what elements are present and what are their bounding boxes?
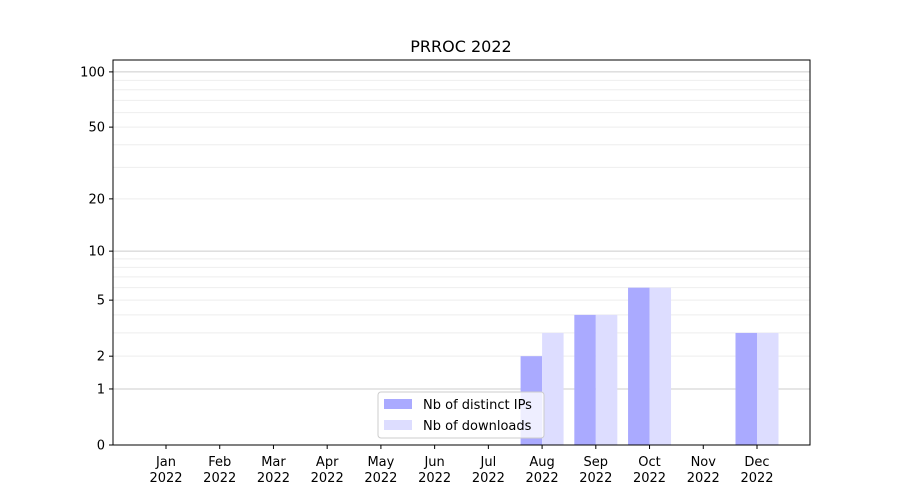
bar-downloads	[542, 332, 564, 445]
legend-swatch	[384, 399, 412, 409]
x-tick-label: Mar	[261, 455, 286, 470]
chart-title: PRROC 2022	[410, 37, 511, 56]
x-tick-label-year: 2022	[687, 471, 720, 486]
x-tick-label-year: 2022	[633, 471, 666, 486]
x-tick-label: Feb	[208, 455, 231, 470]
x-tick-label-year: 2022	[579, 471, 612, 486]
x-tick-label: Sep	[584, 455, 609, 470]
x-tick-label: Jan	[155, 455, 176, 470]
bar-distinct-ips	[735, 332, 757, 445]
y-tick-label: 50	[88, 121, 105, 136]
x-tick-label-year: 2022	[364, 471, 397, 486]
x-tick-label-year: 2022	[740, 471, 773, 486]
x-tick-label: May	[367, 455, 394, 470]
x-tick-label: Apr	[316, 455, 339, 470]
bar-downloads	[595, 314, 618, 445]
legend-label: Nb of downloads	[423, 419, 532, 434]
x-tick-label: Jul	[480, 455, 497, 470]
x-tick-label: Dec	[744, 455, 769, 470]
bar-distinct-ips	[574, 314, 596, 445]
y-tick-label: 1	[97, 382, 105, 397]
bar-downloads	[757, 332, 779, 445]
x-tick-label-year: 2022	[472, 471, 505, 486]
y-tick-label: 5	[97, 294, 105, 309]
y-tick-label: 20	[88, 192, 105, 207]
legend-swatch	[384, 420, 412, 430]
plot-frame	[112, 59, 811, 446]
x-tick-label: Jun	[423, 455, 444, 470]
x-tick-label: Oct	[638, 455, 660, 470]
legend-label: Nb of distinct IPs	[423, 398, 532, 413]
x-tick-label-year: 2022	[418, 471, 451, 486]
x-tick-label-year: 2022	[203, 471, 236, 486]
legend-box	[377, 391, 545, 439]
bar-downloads	[649, 287, 672, 445]
y-tick-label: 10	[88, 245, 105, 260]
x-tick-label: Nov	[691, 455, 717, 470]
x-tick-label-year: 2022	[311, 471, 344, 486]
y-tick-label: 100	[80, 65, 105, 80]
x-tick-label-year: 2022	[149, 471, 182, 486]
x-tick-label-year: 2022	[526, 471, 559, 486]
x-tick-label-year: 2022	[257, 471, 290, 486]
bar-distinct-ips	[628, 287, 650, 445]
x-tick-label: Aug	[529, 455, 554, 470]
y-tick-label: 2	[97, 350, 105, 365]
y-tick-label: 0	[97, 439, 105, 454]
